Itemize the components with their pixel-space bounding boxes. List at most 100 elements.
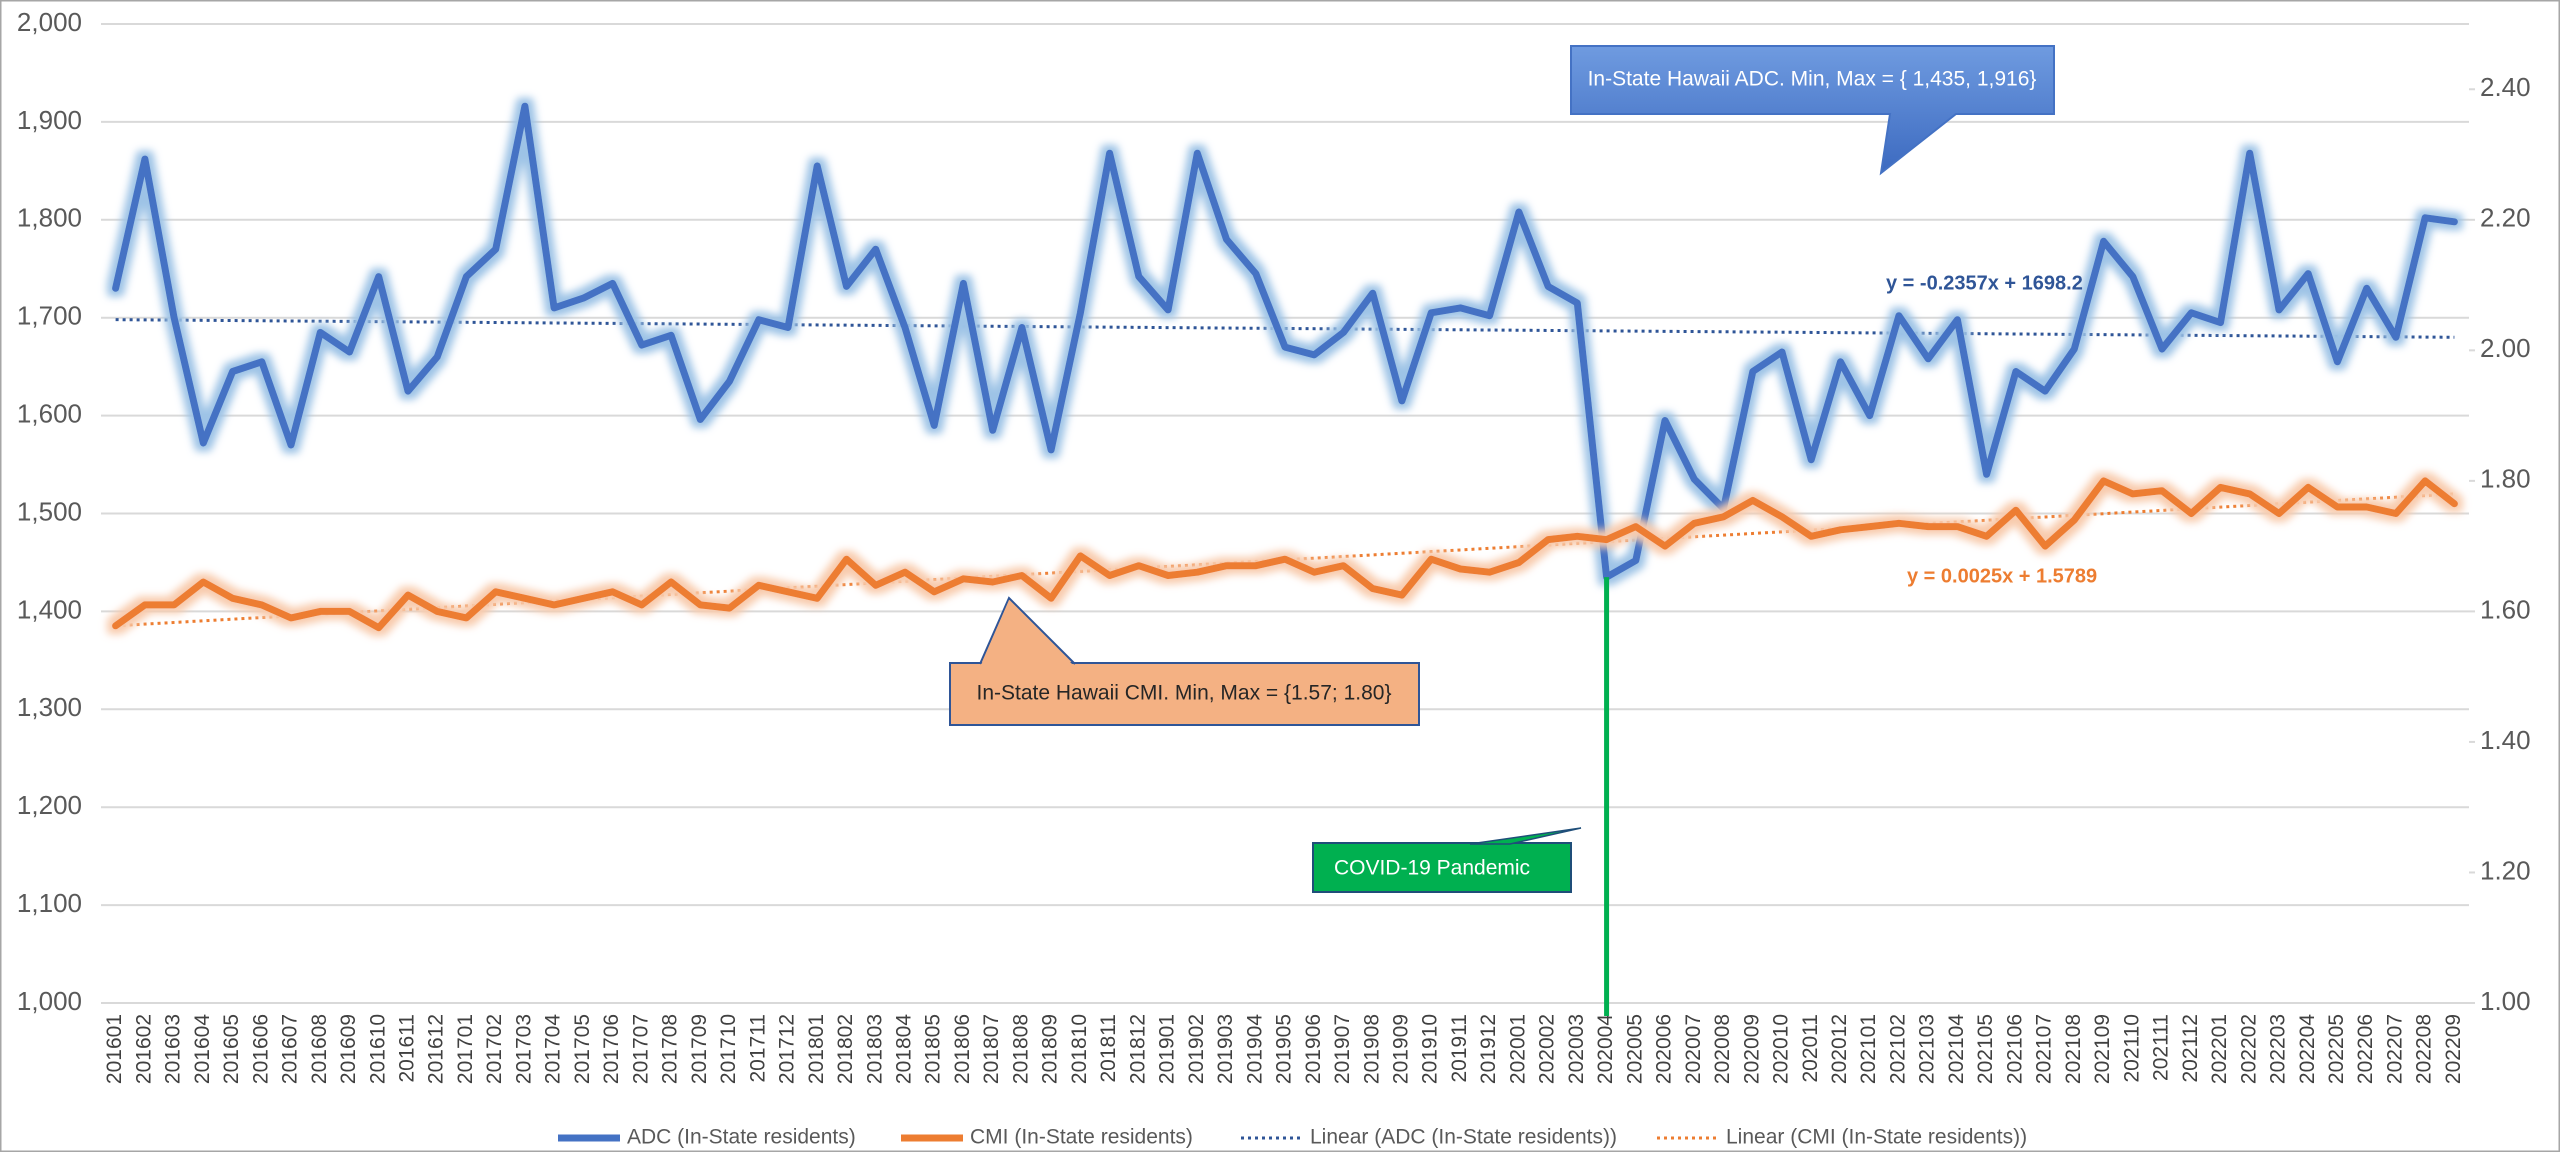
x-tick-label: 202111 [2150, 1014, 2173, 1081]
x-tick-label: 202112 [2179, 1014, 2202, 1083]
x-tick-label: 202102 [1886, 1014, 1909, 1084]
x-tick-label: 202109 [2091, 1014, 2114, 1084]
x-tick-label: 201706 [600, 1014, 623, 1084]
x-tick-label: 201610 [366, 1014, 389, 1084]
x-tick-label: 201602 [132, 1014, 155, 1084]
x-tick-label: 201609 [337, 1014, 360, 1084]
legend-label: CMI (In-State residents) [970, 1126, 1193, 1149]
x-tick-label: 201707 [629, 1014, 652, 1084]
y2-tick-label: 1.20 [2480, 855, 2531, 885]
x-tick-label: 202004 [1594, 1014, 1617, 1084]
y-tick-label: 1,600 [17, 398, 82, 428]
x-tick-label: 202007 [1682, 1014, 1705, 1084]
x-tick-label: 202012 [1828, 1014, 1851, 1084]
y2-tick-label: 1.60 [2480, 594, 2531, 624]
x-tick-label: 201909 [1389, 1014, 1412, 1084]
x-tick-label: 202006 [1653, 1014, 1676, 1084]
legend-label: Linear (ADC (In-State residents)) [1310, 1126, 1617, 1149]
x-tick-label: 202009 [1740, 1014, 1763, 1084]
x-tick-label: 201806 [951, 1014, 974, 1084]
x-tick-label: 201811 [1097, 1014, 1120, 1083]
trendline-equation: y = 0.0025x + 1.5789 [1907, 565, 2097, 587]
x-tick-label: 202005 [1623, 1014, 1646, 1084]
x-tick-label: 201808 [1009, 1014, 1032, 1084]
callout-pointer [981, 600, 1073, 665]
x-tick-label: 201702 [483, 1014, 506, 1084]
y2-tick-label: 2.20 [2480, 203, 2531, 233]
y2-tick-label: 2.00 [2480, 333, 2531, 363]
y-tick-label: 1,200 [17, 790, 82, 820]
x-tick-label: 201606 [249, 1014, 272, 1084]
x-tick-label: 202003 [1565, 1014, 1588, 1084]
callout-box [1570, 45, 2055, 176]
x-tick-label: 201904 [1243, 1014, 1266, 1084]
x-tick-label: 201611 [396, 1014, 419, 1083]
y2-tick-label: 2.40 [2480, 72, 2531, 102]
callout-pointer [1469, 827, 1582, 845]
x-tick-label: 202202 [2237, 1014, 2260, 1084]
x-tick-label: 201710 [717, 1014, 740, 1084]
x-tick-label: 201812 [1126, 1014, 1149, 1084]
callout-box [949, 596, 1420, 726]
y-tick-label: 2,000 [17, 7, 82, 37]
x-tick-label: 202101 [1857, 1014, 1880, 1084]
x-tick-label: 202010 [1770, 1014, 1793, 1084]
x-tick-label: 201801 [805, 1014, 828, 1084]
trendline-equation: y = -0.2357x + 1698.2 [1886, 272, 2083, 294]
x-tick-label: 201605 [220, 1014, 243, 1084]
x-tick-label: 201608 [308, 1014, 331, 1084]
x-tick-label: 201905 [1273, 1014, 1296, 1084]
x-tick-label: 202204 [2296, 1014, 2319, 1084]
x-tick-label: 202205 [2325, 1014, 2348, 1084]
x-tick-label: 202104 [1945, 1014, 1968, 1084]
trendline [115, 318, 2455, 339]
x-tick-label: 202201 [2208, 1014, 2231, 1084]
x-tick-label: 201612 [425, 1014, 448, 1084]
y2-tick-label: 1.40 [2480, 725, 2531, 755]
x-tick-label: 201705 [571, 1014, 594, 1084]
legend-label: ADC (In-State residents) [627, 1126, 856, 1149]
legend-label: Linear (CMI (In-State residents)) [1726, 1126, 2027, 1149]
x-tick-label: 201908 [1360, 1014, 1383, 1084]
x-tick-label: 201809 [1039, 1014, 1062, 1084]
x-tick-label: 201902 [1185, 1014, 1208, 1084]
data-line [112, 477, 2458, 632]
x-tick-label: 202206 [2354, 1014, 2377, 1084]
x-tick-label: 201804 [892, 1014, 915, 1084]
y-tick-label: 1,300 [17, 692, 82, 722]
x-tick-label: 202203 [2267, 1014, 2290, 1084]
x-tick-label: 202106 [2003, 1014, 2026, 1084]
x-tick-label: 201805 [922, 1014, 945, 1084]
x-tick-label: 201912 [1477, 1014, 1500, 1084]
x-tick-label: 201810 [1068, 1014, 1091, 1084]
x-tick-label: 201601 [103, 1014, 126, 1084]
x-tick-label: 201910 [1419, 1014, 1442, 1084]
x-tick-label: 201803 [863, 1014, 886, 1084]
y2-tick-label: 1.80 [2480, 464, 2531, 494]
x-tick-label: 201607 [279, 1014, 302, 1084]
x-tick-label: 201703 [512, 1014, 535, 1084]
x-tick-label: 201901 [1156, 1014, 1179, 1084]
x-tick-label: 202209 [2442, 1014, 2465, 1084]
y-tick-label: 1,700 [17, 301, 82, 331]
x-tick-label: 202107 [2033, 1014, 2056, 1084]
x-tick-label: 201701 [454, 1014, 477, 1084]
x-tick-label: 202103 [1916, 1014, 1939, 1084]
x-tick-label: 201906 [1302, 1014, 1325, 1084]
x-tick-label: 201604 [191, 1014, 214, 1084]
y-tick-label: 1,900 [17, 105, 82, 135]
x-tick-label: 201708 [659, 1014, 682, 1084]
y-tick-label: 1,800 [17, 203, 82, 233]
x-tick-label: 202002 [1536, 1014, 1559, 1084]
x-tick-label: 201711 [746, 1014, 769, 1083]
x-tick-label: 202008 [1711, 1014, 1734, 1084]
x-tick-label: 202108 [2062, 1014, 2085, 1084]
x-tick-label: 201911 [1448, 1014, 1471, 1083]
x-tick-label: 202208 [2413, 1014, 2436, 1084]
x-tick-label: 201907 [1331, 1014, 1354, 1084]
x-tick-label: 201603 [162, 1014, 185, 1084]
x-tick-label: 202110 [2120, 1014, 2143, 1083]
y-tick-label: 1,100 [17, 888, 82, 918]
